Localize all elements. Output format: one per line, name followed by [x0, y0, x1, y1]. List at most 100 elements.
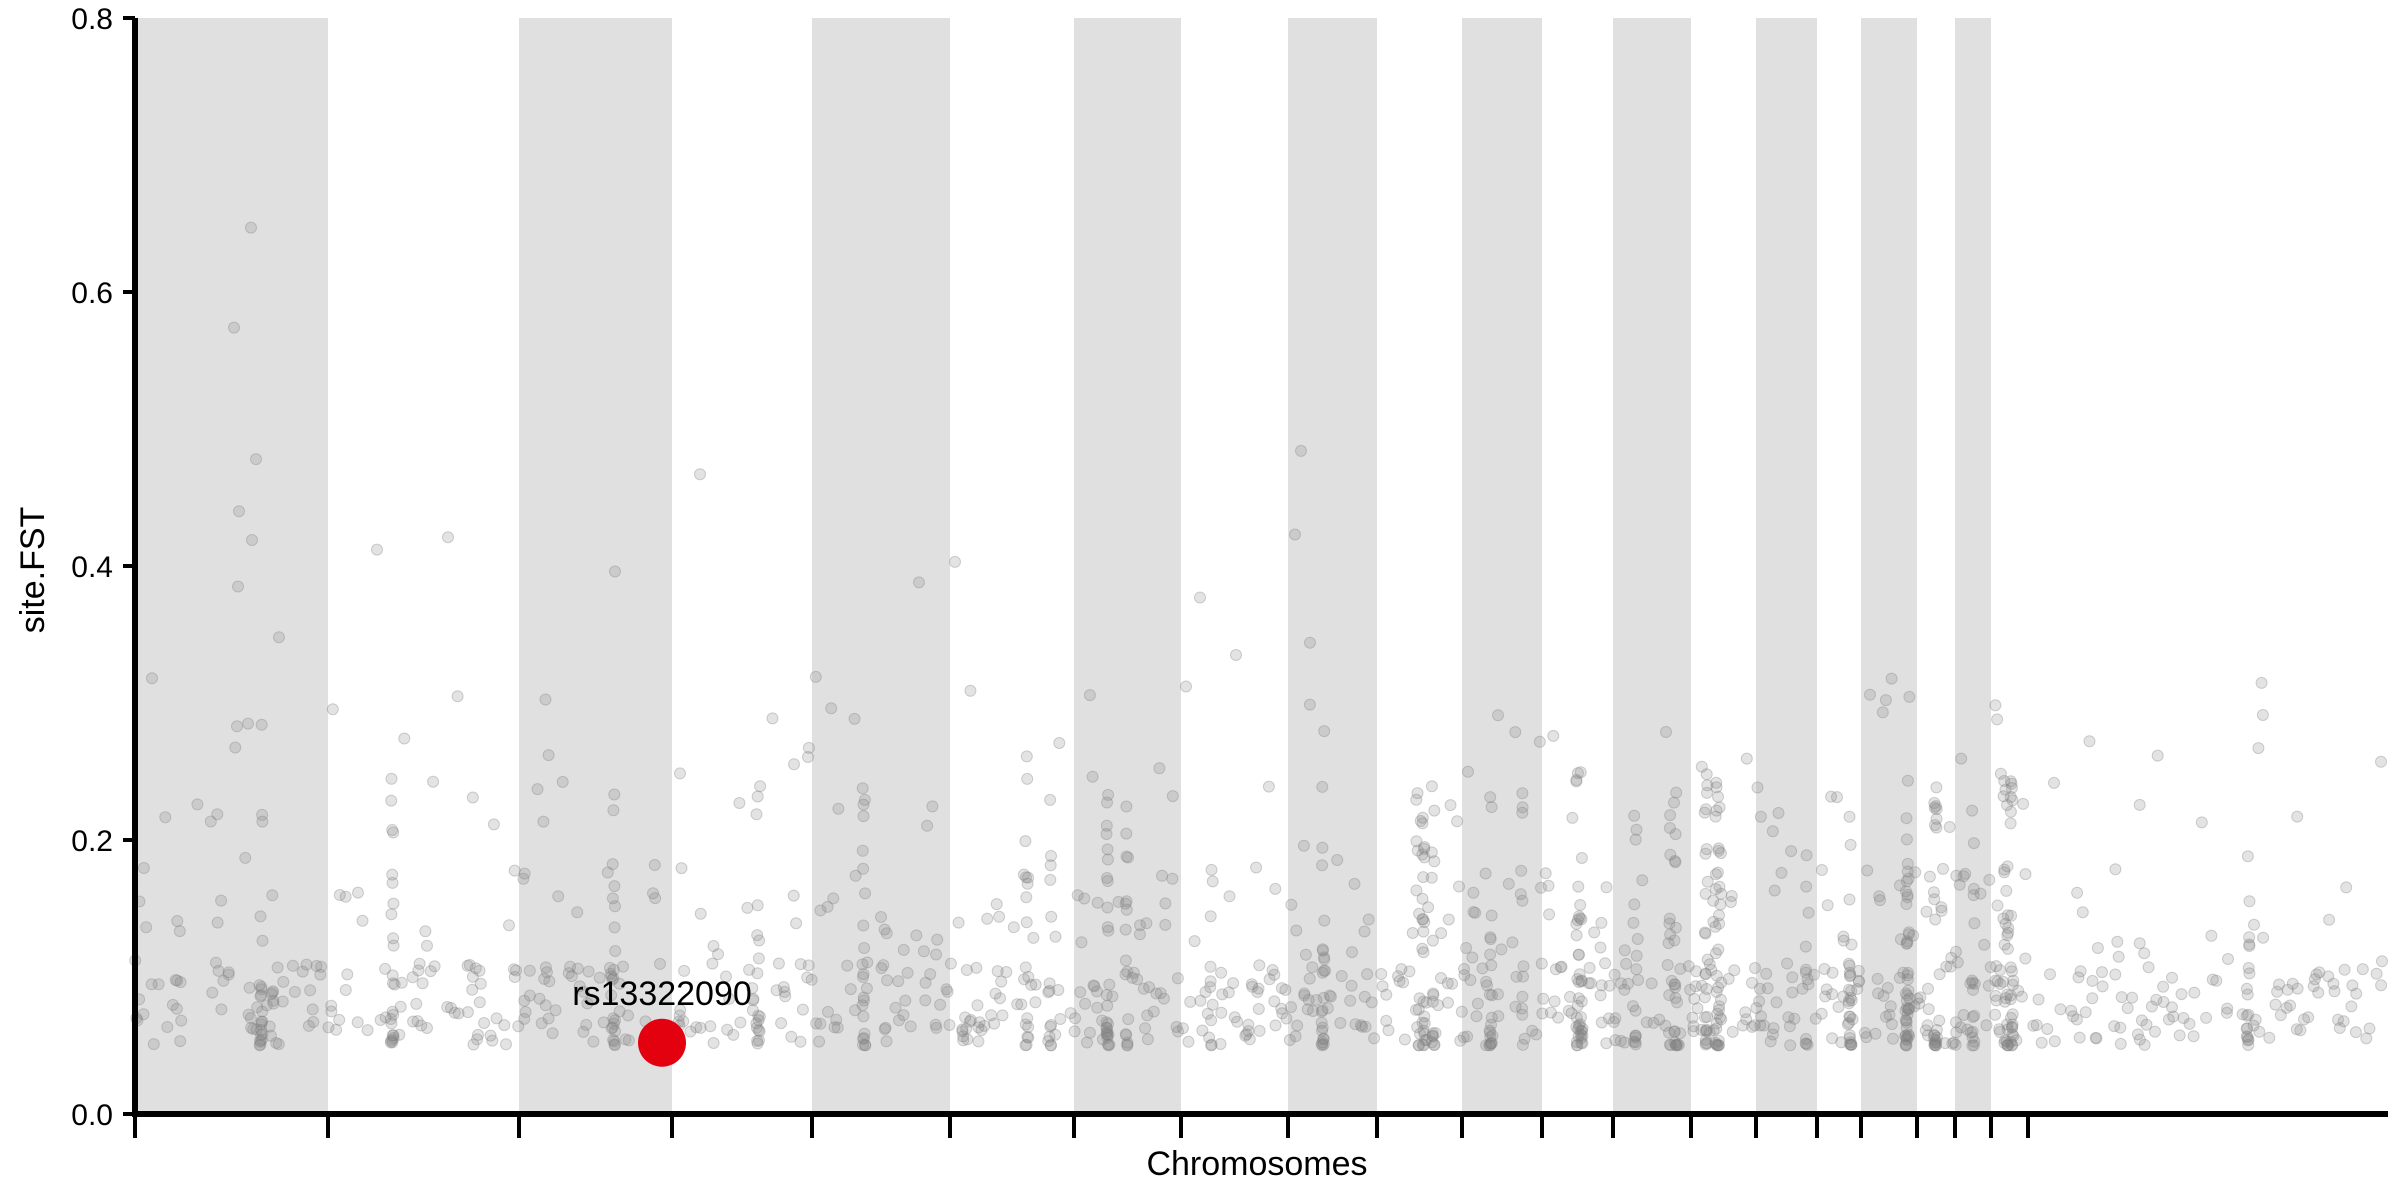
snp-point [1483, 988, 1496, 1001]
snp-point [880, 1035, 893, 1048]
snp-point [1922, 1003, 1935, 1016]
snp-point [1900, 937, 1913, 950]
snp-point [1712, 943, 1725, 956]
snp-point [1303, 698, 1316, 711]
snp-point [2072, 971, 2085, 984]
snp-point [1842, 957, 1855, 970]
snp-point [1214, 1038, 1227, 1050]
snp-point [2001, 988, 2014, 1001]
snp-point [1246, 980, 1259, 993]
snp-point [2242, 962, 2255, 974]
snp-point [674, 767, 686, 780]
snp-point [264, 1029, 277, 1042]
snp-point [2363, 1022, 2376, 1035]
snp-point [1101, 921, 1114, 934]
snp-point [1245, 978, 1258, 991]
snp-point [385, 1034, 398, 1047]
snp-point [1713, 909, 1725, 922]
snp-point [704, 1020, 717, 1033]
snp-point [146, 672, 158, 685]
snp-point [1242, 1025, 1255, 1038]
snp-point [1921, 1029, 1934, 1042]
snp-point [1929, 1039, 1942, 1052]
snp-point [1166, 872, 1179, 885]
snp-point [1670, 786, 1683, 799]
snp-point [989, 987, 1002, 1000]
snp-point [2162, 1013, 2175, 1026]
snp-point [801, 971, 814, 984]
snp-point [1991, 975, 2004, 988]
snp-point [1576, 1029, 1589, 1042]
snp-point [1126, 971, 1139, 984]
snp-point [1594, 989, 1607, 1002]
snp-point [814, 1017, 827, 1030]
snp-point [487, 818, 500, 831]
snp-point [1204, 981, 1217, 994]
snp-point [1417, 946, 1430, 959]
snp-point [1049, 930, 1062, 943]
snp-point [379, 962, 392, 975]
snp-point [678, 964, 691, 977]
snp-point [841, 959, 854, 972]
snp-point [1989, 989, 2002, 1002]
snp-point [565, 970, 578, 983]
snp-point [1629, 1004, 1642, 1017]
snp-point [166, 998, 179, 1011]
snp-point [2263, 1031, 2276, 1044]
snp-point [1461, 1030, 1474, 1043]
snp-point [2006, 978, 2019, 991]
snp-point [245, 1021, 258, 1034]
snp-point [1204, 975, 1217, 988]
snp-point [2001, 1018, 2014, 1031]
snp-point [957, 1034, 970, 1047]
snp-point [2019, 868, 2032, 881]
snp-point [1953, 878, 1966, 891]
snp-point [1392, 970, 1404, 983]
snp-point [254, 1038, 267, 1051]
snp-point [741, 901, 754, 914]
snp-point [897, 943, 910, 956]
snp-point [2002, 921, 2015, 934]
snp-point [2269, 998, 2282, 1011]
snp-point [1707, 1024, 1720, 1037]
snp-point [1425, 871, 1438, 884]
snp-point [2253, 1025, 2266, 1038]
snp-point [1845, 938, 1858, 951]
snp-point [1516, 787, 1529, 800]
snp-point [1100, 1016, 1113, 1029]
snp-point [394, 1000, 407, 1013]
snp-point [751, 967, 764, 980]
snp-point [538, 972, 551, 985]
snp-point [1664, 809, 1677, 822]
snp-point [1576, 1022, 1589, 1035]
snp-point [244, 1012, 257, 1024]
snp-point [917, 945, 930, 958]
snp-point [1928, 1033, 1941, 1046]
snp-point [2005, 777, 2018, 790]
snp-point [1900, 1029, 1913, 1042]
snp-point [2007, 974, 2020, 987]
snp-point [474, 977, 487, 990]
snp-point [1485, 1036, 1498, 1049]
snp-point [1688, 992, 1701, 1005]
snp-point [1710, 1022, 1723, 1035]
snp-point [1574, 899, 1587, 911]
snp-point [1665, 974, 1678, 987]
snp-point [2271, 985, 2284, 998]
snp-point [1835, 1036, 1848, 1049]
snp-point [387, 826, 400, 839]
snp-point [1215, 1006, 1228, 1019]
snp-point [1417, 1039, 1430, 1052]
snp-point [1486, 1029, 1499, 1042]
snp-point [2004, 961, 2017, 974]
snp-point [2241, 988, 2254, 1001]
snp-point [1714, 847, 1727, 860]
snp-point [878, 923, 891, 936]
snp-point [1869, 1027, 1882, 1040]
snp-point [1695, 760, 1708, 773]
snp-point [1025, 978, 1038, 991]
snp-point [211, 916, 224, 929]
snp-point [1930, 1024, 1943, 1036]
snp-point [1481, 979, 1493, 992]
snp-point [995, 975, 1008, 988]
